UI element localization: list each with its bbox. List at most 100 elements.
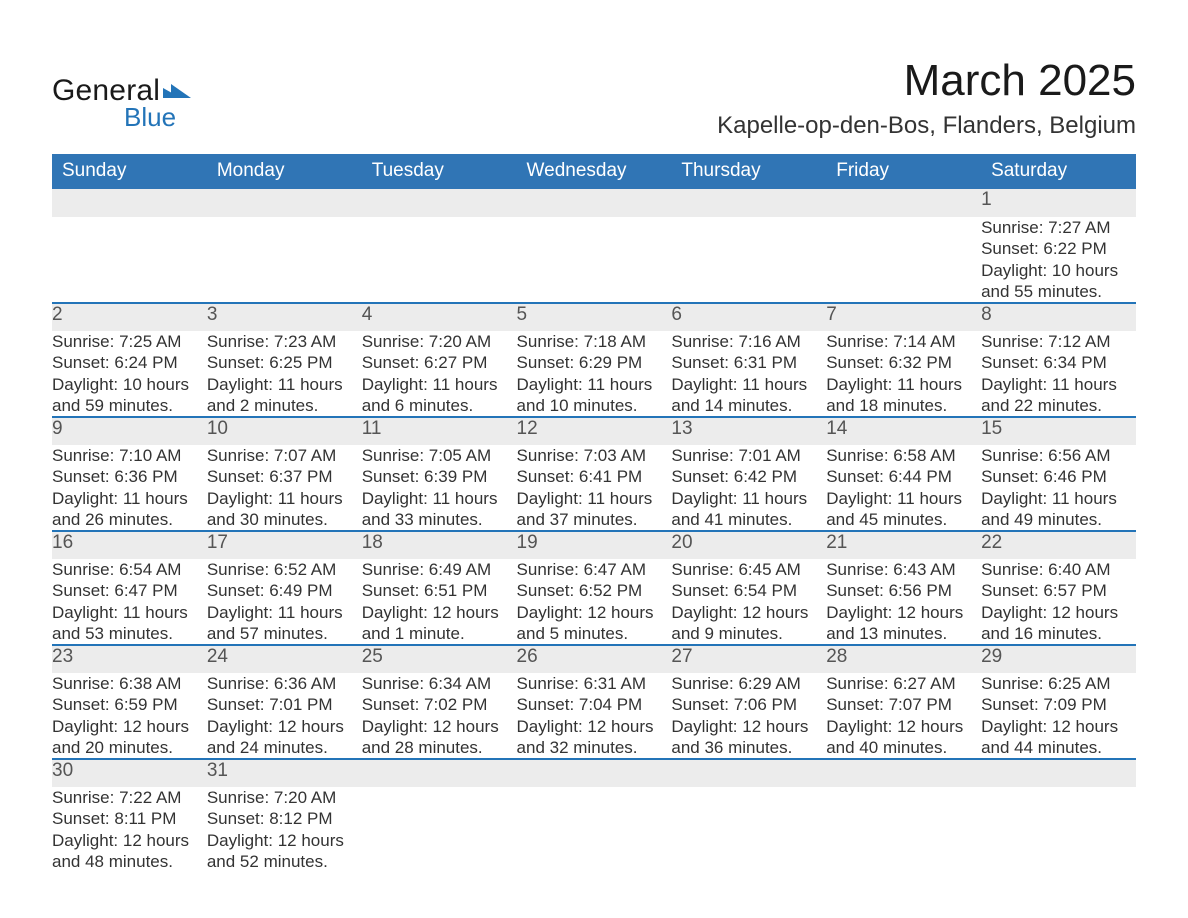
sunset-text: Sunset: 6:22 PM xyxy=(981,238,1136,259)
sunrise-text: Sunrise: 6:43 AM xyxy=(826,559,981,580)
sunset-text: Sunset: 6:34 PM xyxy=(981,352,1136,373)
page: General Blue March 2025 Kapelle-op-den-B… xyxy=(0,0,1188,912)
day-number: 31 xyxy=(207,760,228,781)
daylight-text-2: and 53 minutes. xyxy=(52,623,207,644)
daylight-text-1: Daylight: 12 hours xyxy=(207,716,362,737)
day-number: 26 xyxy=(517,646,538,667)
day-number-cell xyxy=(671,759,826,787)
daylight-text-1: Daylight: 11 hours xyxy=(52,602,207,623)
day-number-cell: 18 xyxy=(362,531,517,559)
day-number-cell: 12 xyxy=(517,417,672,445)
daylight-text-2: and 59 minutes. xyxy=(52,395,207,416)
title-block: March 2025 Kapelle-op-den-Bos, Flanders,… xyxy=(717,56,1136,140)
daylight-text-2: and 49 minutes. xyxy=(981,509,1136,530)
daylight-text-2: and 20 minutes. xyxy=(52,737,207,758)
day-header: Friday xyxy=(826,154,981,189)
daylight-text-1: Daylight: 11 hours xyxy=(362,488,517,509)
sunrise-text: Sunrise: 6:29 AM xyxy=(671,673,826,694)
day-number-cell xyxy=(981,759,1136,787)
day-number: 19 xyxy=(517,532,538,553)
daylight-text-2: and 48 minutes. xyxy=(52,851,207,872)
day-detail-cell: Sunrise: 6:27 AMSunset: 7:07 PMDaylight:… xyxy=(826,673,981,759)
daylight-text-2: and 2 minutes. xyxy=(207,395,362,416)
sunset-text: Sunset: 7:02 PM xyxy=(362,694,517,715)
daylight-text-1: Daylight: 11 hours xyxy=(207,374,362,395)
sunrise-text: Sunrise: 6:34 AM xyxy=(362,673,517,694)
day-detail-cell: Sunrise: 6:25 AMSunset: 7:09 PMDaylight:… xyxy=(981,673,1136,759)
daylight-text-2: and 1 minute. xyxy=(362,623,517,644)
day-number-cell: 23 xyxy=(52,645,207,673)
day-detail-cell: Sunrise: 6:34 AMSunset: 7:02 PMDaylight:… xyxy=(362,673,517,759)
daylight-text-2: and 26 minutes. xyxy=(52,509,207,530)
calendar-table: Sunday Monday Tuesday Wednesday Thursday… xyxy=(52,154,1136,872)
day-header: Tuesday xyxy=(362,154,517,189)
daylight-text-2: and 28 minutes. xyxy=(362,737,517,758)
daylight-text-1: Daylight: 12 hours xyxy=(362,716,517,737)
daylight-text-1: Daylight: 12 hours xyxy=(671,716,826,737)
day-number-cell: 11 xyxy=(362,417,517,445)
daynum-row: 23242526272829 xyxy=(52,645,1136,673)
day-number: 6 xyxy=(671,304,682,325)
daylight-text-2: and 22 minutes. xyxy=(981,395,1136,416)
day-detail-cell: Sunrise: 6:52 AMSunset: 6:49 PMDaylight:… xyxy=(207,559,362,645)
location-text: Kapelle-op-den-Bos, Flanders, Belgium xyxy=(717,112,1136,140)
day-number-cell: 29 xyxy=(981,645,1136,673)
sunrise-text: Sunrise: 7:05 AM xyxy=(362,445,517,466)
day-number: 18 xyxy=(362,532,383,553)
day-number: 1 xyxy=(981,189,992,210)
day-detail-cell: Sunrise: 7:20 AMSunset: 6:27 PMDaylight:… xyxy=(362,331,517,417)
sunrise-text: Sunrise: 7:07 AM xyxy=(207,445,362,466)
day-detail-cell: Sunrise: 7:07 AMSunset: 6:37 PMDaylight:… xyxy=(207,445,362,531)
daylight-text-2: and 24 minutes. xyxy=(207,737,362,758)
sunrise-text: Sunrise: 7:22 AM xyxy=(52,787,207,808)
daylight-text-2: and 9 minutes. xyxy=(671,623,826,644)
daylight-text-1: Daylight: 11 hours xyxy=(517,374,672,395)
day-header-row: Sunday Monday Tuesday Wednesday Thursday… xyxy=(52,154,1136,189)
sunrise-text: Sunrise: 7:16 AM xyxy=(671,331,826,352)
day-detail-cell: Sunrise: 6:54 AMSunset: 6:47 PMDaylight:… xyxy=(52,559,207,645)
sunrise-text: Sunrise: 6:45 AM xyxy=(671,559,826,580)
sunrise-text: Sunrise: 7:18 AM xyxy=(517,331,672,352)
daylight-text-1: Daylight: 12 hours xyxy=(517,602,672,623)
day-header: Sunday xyxy=(52,154,207,189)
daylight-text-1: Daylight: 12 hours xyxy=(826,716,981,737)
sunset-text: Sunset: 6:49 PM xyxy=(207,580,362,601)
day-detail-cell: Sunrise: 7:18 AMSunset: 6:29 PMDaylight:… xyxy=(517,331,672,417)
sunset-text: Sunset: 6:29 PM xyxy=(517,352,672,373)
day-number-cell: 10 xyxy=(207,417,362,445)
day-header: Monday xyxy=(207,154,362,189)
day-detail-cell: Sunrise: 7:16 AMSunset: 6:31 PMDaylight:… xyxy=(671,331,826,417)
day-detail-cell xyxy=(826,787,981,872)
day-number-cell: 8 xyxy=(981,303,1136,331)
daylight-text-1: Daylight: 12 hours xyxy=(981,716,1136,737)
daylight-text-2: and 40 minutes. xyxy=(826,737,981,758)
day-number: 28 xyxy=(826,646,847,667)
day-number: 11 xyxy=(362,418,382,439)
sunrise-text: Sunrise: 7:23 AM xyxy=(207,331,362,352)
day-detail-cell xyxy=(52,217,207,303)
sunset-text: Sunset: 6:31 PM xyxy=(671,352,826,373)
daylight-text-1: Daylight: 12 hours xyxy=(826,602,981,623)
day-number: 29 xyxy=(981,646,1002,667)
day-header: Wednesday xyxy=(517,154,672,189)
day-detail-cell: Sunrise: 7:27 AMSunset: 6:22 PMDaylight:… xyxy=(981,217,1136,303)
daylight-text-1: Daylight: 11 hours xyxy=(981,488,1136,509)
day-number-cell: 13 xyxy=(671,417,826,445)
daylight-text-2: and 5 minutes. xyxy=(517,623,672,644)
logo-top-row: General xyxy=(52,74,193,108)
daylight-text-1: Daylight: 12 hours xyxy=(671,602,826,623)
detail-row: Sunrise: 7:27 AMSunset: 6:22 PMDaylight:… xyxy=(52,217,1136,303)
daynum-row: 1 xyxy=(52,189,1136,217)
sunrise-text: Sunrise: 6:40 AM xyxy=(981,559,1136,580)
day-detail-cell: Sunrise: 7:12 AMSunset: 6:34 PMDaylight:… xyxy=(981,331,1136,417)
day-detail-cell: Sunrise: 7:23 AMSunset: 6:25 PMDaylight:… xyxy=(207,331,362,417)
day-detail-cell: Sunrise: 6:31 AMSunset: 7:04 PMDaylight:… xyxy=(517,673,672,759)
daylight-text-1: Daylight: 11 hours xyxy=(826,374,981,395)
daynum-row: 16171819202122 xyxy=(52,531,1136,559)
daylight-text-1: Daylight: 12 hours xyxy=(517,716,672,737)
daylight-text-2: and 6 minutes. xyxy=(362,395,517,416)
day-detail-cell xyxy=(981,787,1136,872)
day-number: 27 xyxy=(671,646,692,667)
day-number: 7 xyxy=(826,304,837,325)
day-detail-cell xyxy=(671,217,826,303)
